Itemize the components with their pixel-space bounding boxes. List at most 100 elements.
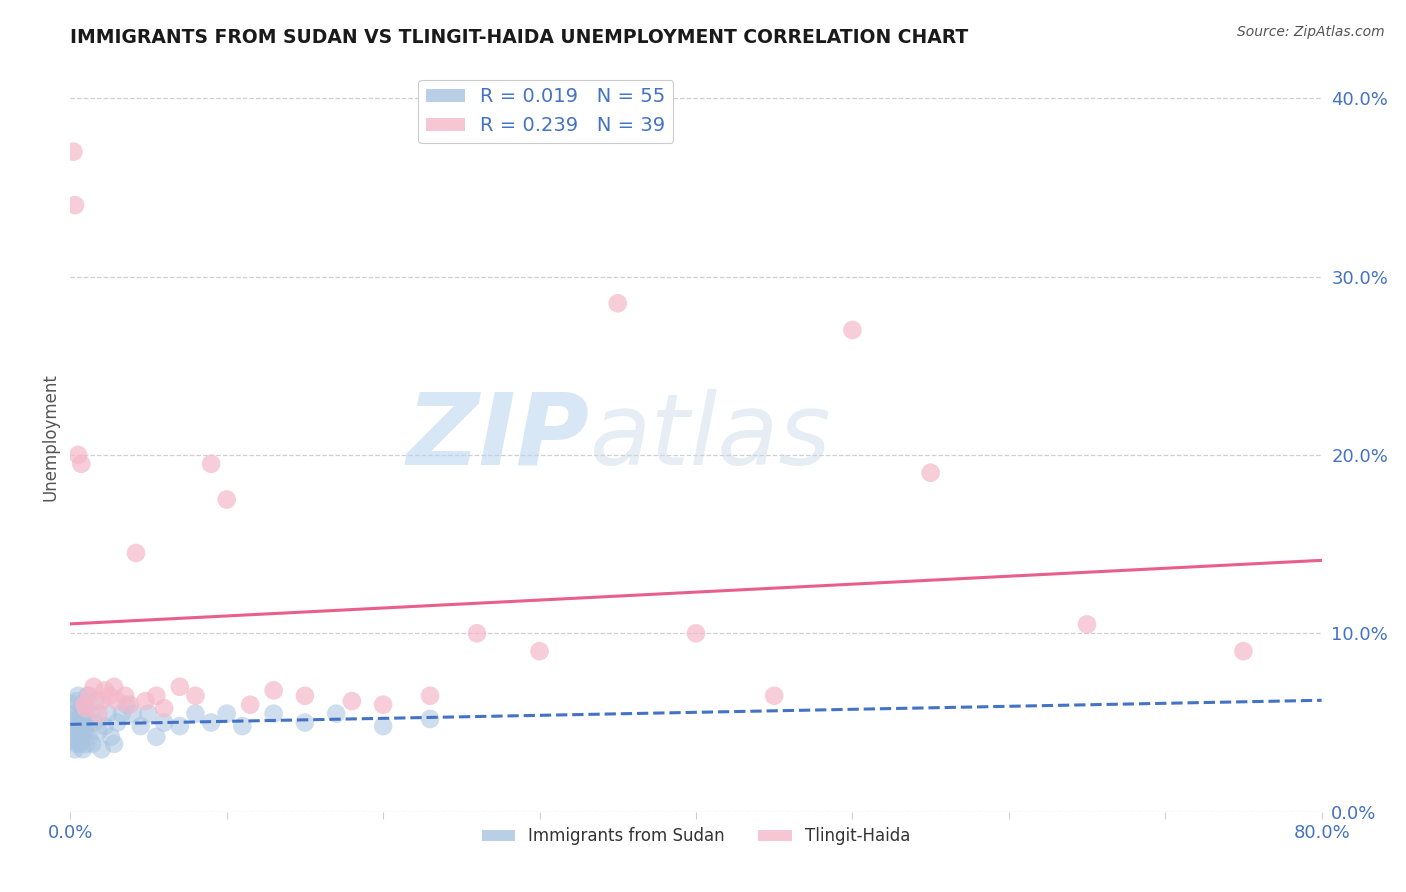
Point: [90, 742, 112, 756]
Text: atlas: atlas: [589, 389, 831, 485]
Point: [340, 694, 363, 708]
Point: [83, 715, 105, 730]
Point: [685, 626, 707, 640]
Point: [138, 706, 160, 721]
Point: [90, 694, 112, 708]
Point: [763, 689, 786, 703]
Point: [93, 683, 115, 698]
Point: [65, 694, 87, 708]
Point: [98, 689, 121, 703]
Point: [200, 715, 222, 730]
Text: Source: ZipAtlas.com: Source: ZipAtlas.com: [1237, 25, 1385, 39]
Point: [294, 689, 316, 703]
Point: [100, 730, 122, 744]
Point: [111, 706, 134, 721]
Point: [145, 730, 167, 744]
Point: [239, 698, 262, 712]
Legend: Immigrants from Sudan, Tlingit-Haida: Immigrants from Sudan, Tlingit-Haida: [475, 821, 917, 852]
Point: [103, 680, 125, 694]
Point: [325, 706, 347, 721]
Point: [169, 719, 191, 733]
Point: [67, 712, 90, 726]
Point: [75, 701, 97, 715]
Point: [69, 737, 91, 751]
Point: [1076, 617, 1098, 632]
Point: [67, 689, 90, 703]
Point: [73, 698, 96, 712]
Point: [69, 706, 91, 721]
Point: [83, 680, 105, 694]
Point: [63, 706, 86, 721]
Point: [70, 701, 93, 715]
Point: [115, 698, 138, 712]
Y-axis label: Unemployment: Unemployment: [41, 373, 59, 501]
Point: [1232, 644, 1254, 658]
Point: [72, 698, 94, 712]
Point: [77, 730, 100, 744]
Point: [419, 689, 441, 703]
Point: [105, 715, 128, 730]
Point: [465, 626, 488, 640]
Point: [75, 719, 97, 733]
Point: [215, 706, 238, 721]
Point: [231, 719, 253, 733]
Point: [79, 706, 101, 721]
Point: [65, 719, 87, 733]
Text: IMMIGRANTS FROM SUDAN VS TLINGIT-HAIDA UNEMPLOYMENT CORRELATION CHART: IMMIGRANTS FROM SUDAN VS TLINGIT-HAIDA U…: [70, 28, 969, 47]
Point: [63, 724, 86, 739]
Point: [70, 730, 93, 744]
Point: [72, 742, 94, 756]
Point: [371, 719, 394, 733]
Point: [67, 448, 90, 462]
Point: [62, 145, 84, 159]
Point: [118, 698, 141, 712]
Point: [294, 715, 316, 730]
Point: [62, 698, 84, 712]
Point: [77, 689, 100, 703]
Point: [920, 466, 942, 480]
Point: [72, 715, 94, 730]
Point: [87, 724, 110, 739]
Point: [103, 737, 125, 751]
Text: ZIP: ZIP: [406, 389, 589, 485]
Point: [129, 719, 152, 733]
Point: [75, 701, 97, 715]
Point: [419, 712, 441, 726]
Point: [70, 719, 93, 733]
Point: [60, 715, 83, 730]
Point: [76, 689, 98, 703]
Point: [184, 689, 207, 703]
Point: [63, 742, 86, 756]
Point: [606, 296, 628, 310]
Point: [153, 701, 176, 715]
Point: [371, 698, 394, 712]
Point: [134, 694, 156, 708]
Point: [529, 644, 551, 658]
Point: [75, 737, 97, 751]
Point: [73, 706, 96, 721]
Point: [62, 733, 84, 747]
Point: [184, 706, 207, 721]
Point: [70, 457, 93, 471]
Point: [114, 689, 136, 703]
Point: [200, 457, 222, 471]
Point: [145, 689, 167, 703]
Point: [215, 492, 238, 507]
Point: [263, 706, 285, 721]
Point: [121, 706, 145, 721]
Point: [67, 730, 90, 744]
Point: [65, 737, 87, 751]
Point: [105, 694, 128, 708]
Point: [73, 724, 96, 739]
Point: [263, 683, 285, 698]
Point: [63, 198, 86, 212]
Point: [169, 680, 191, 694]
Point: [153, 715, 176, 730]
Point: [87, 706, 110, 721]
Point: [841, 323, 863, 337]
Point: [82, 737, 104, 751]
Point: [125, 546, 148, 560]
Point: [84, 694, 107, 708]
Point: [97, 706, 120, 721]
Point: [93, 719, 115, 733]
